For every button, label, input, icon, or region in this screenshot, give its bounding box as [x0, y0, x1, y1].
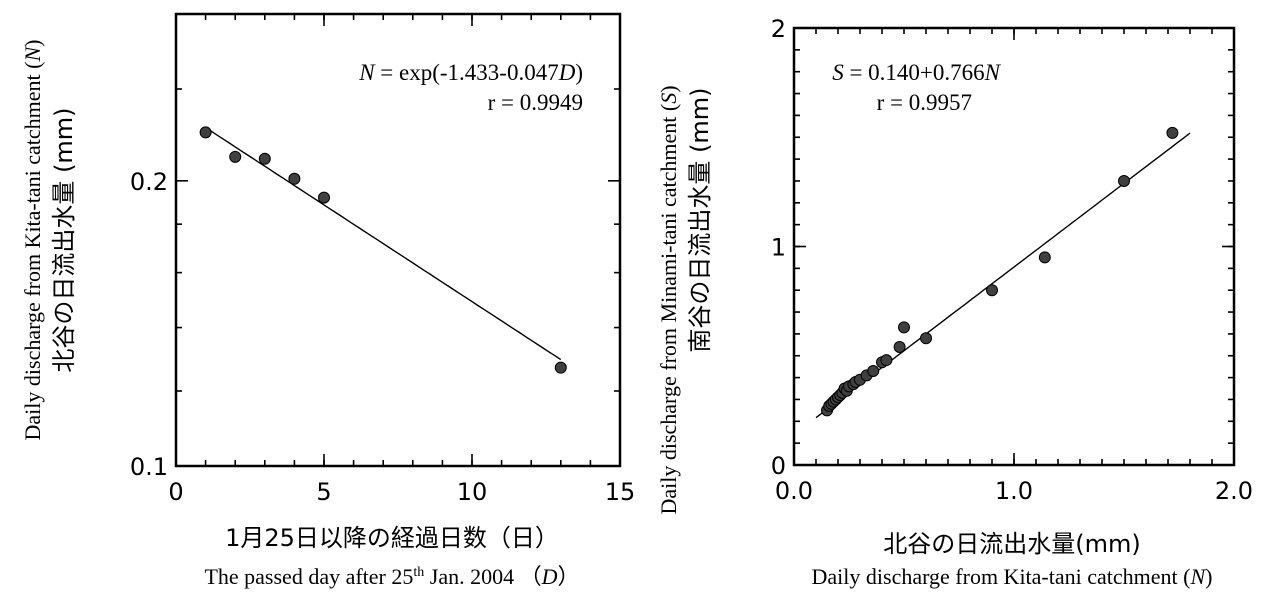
- x-tick-label: 0: [168, 478, 183, 506]
- right-ylabel-jp: 南谷の日流出水量 (mm): [686, 87, 714, 352]
- y-tick-label: 1: [771, 234, 786, 262]
- right-ticks: [793, 27, 1235, 466]
- x-tick-label: 15: [605, 478, 636, 506]
- x-tick-label: 2.0: [1215, 477, 1253, 505]
- y-tick-label: 0: [771, 452, 786, 480]
- left-ylabel-en: Daily discharge from Kita-tani catchment…: [20, 40, 45, 441]
- data-point: [920, 332, 932, 345]
- data-point: [229, 150, 242, 163]
- data-point: [986, 284, 998, 297]
- right-tick-labels: 0.0 1.0 2.0 0 1 2: [771, 15, 1253, 505]
- data-point: [258, 152, 271, 165]
- left-ticks: [175, 14, 621, 467]
- left-equation: N = exp(-1.433-0.047D): [358, 60, 583, 85]
- right-xlabel-en: Daily discharge from Kita-tani catchment…: [812, 564, 1213, 589]
- data-point: [318, 191, 330, 204]
- right-ylabel-en: Daily discharge from Minami-tani catchme…: [656, 85, 681, 514]
- data-point: [554, 361, 567, 374]
- y-tick-label: 0.1: [130, 453, 168, 481]
- left-ylabel-jp: 北谷の日流出水量 (mm): [50, 107, 78, 372]
- data-point: [867, 365, 880, 378]
- data-point: [1118, 174, 1130, 187]
- data-point: [199, 126, 212, 139]
- left-tick-labels: 0 5 10 15 0.1 0.2: [130, 168, 635, 506]
- data-point: [1166, 126, 1179, 139]
- data-point: [1038, 251, 1051, 264]
- left-points: [199, 126, 567, 374]
- y-tick-label: 0.2: [130, 168, 168, 196]
- right-r-value: r = 0.9957: [877, 90, 972, 115]
- data-point: [898, 321, 910, 334]
- data-point: [893, 341, 906, 354]
- x-tick-label: 0.0: [775, 477, 813, 505]
- right-plot-frame: [792, 26, 1236, 467]
- right-xlabel-jp: 北谷の日流出水量(mm): [883, 530, 1140, 558]
- x-tick-label: 5: [316, 478, 331, 506]
- data-point: [288, 172, 301, 185]
- left-r-value: r = 0.9949: [488, 90, 583, 115]
- data-point: [880, 354, 893, 367]
- left-fit-curve: [205, 127, 562, 361]
- left-chart: 0 5 10 15 0.1 0.2 N = exp(-1.433-0.047D) r = …: [20, 12, 635, 589]
- x-tick-label: 1.0: [995, 477, 1033, 505]
- x-tick-label: 10: [457, 478, 488, 506]
- right-points: [821, 126, 1179, 417]
- left-plot-frame: [174, 12, 622, 468]
- left-xlabel-jp: 1月25日以降の経過日数（日）: [225, 524, 559, 552]
- y-tick-label: 2: [771, 15, 786, 43]
- right-chart: 0.0 1.0 2.0 0 1 2 S = 0.140+0.766N r = 0.9957…: [656, 15, 1253, 589]
- left-xlabel-en: The passed day after 25th Jan. 2004 （D）: [204, 564, 579, 589]
- right-equation: S = 0.140+0.766N: [832, 60, 1001, 85]
